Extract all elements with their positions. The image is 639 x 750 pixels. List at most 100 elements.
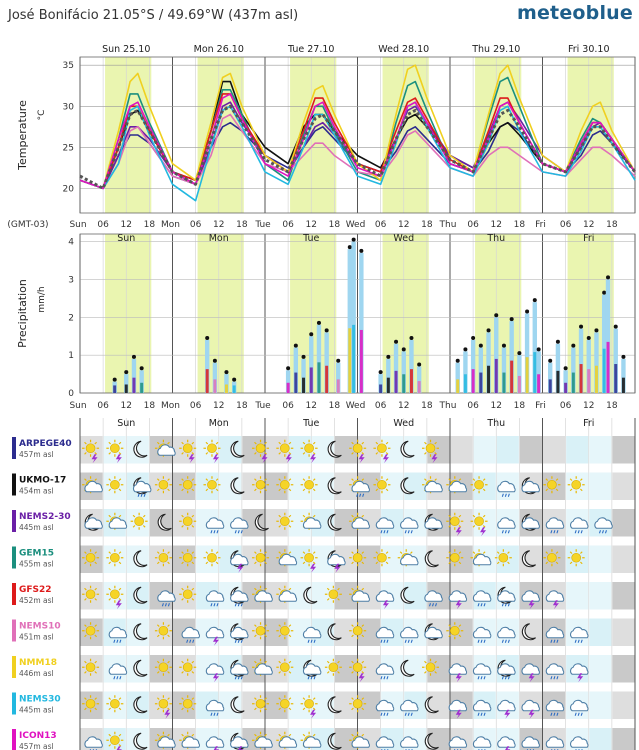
icon-cell-bg	[126, 728, 149, 750]
cloud-rain-icon	[472, 590, 492, 607]
precip-max-dot	[571, 343, 576, 348]
daylight-band	[197, 57, 244, 213]
cloud-sun-icon	[154, 439, 176, 457]
precip-bar-model	[471, 369, 475, 393]
cloud-rain-icon	[181, 626, 200, 643]
precip-bar	[586, 340, 591, 393]
cloud-storm-icon	[545, 590, 565, 610]
moon-icon	[133, 732, 148, 750]
icon-cell-bg	[566, 436, 589, 464]
icon-cell-bg	[612, 728, 635, 750]
icon-cell-bg	[543, 436, 566, 464]
cloud-rain-icon	[497, 517, 516, 534]
icon-cell-bg	[242, 618, 265, 646]
temp-series-line	[79, 104, 637, 190]
sun-icon	[470, 476, 488, 494]
icon-cell-bg	[288, 545, 311, 573]
precip-bar-model	[348, 328, 352, 393]
sun-icon	[179, 658, 197, 676]
cloud-sun-icon	[422, 476, 443, 494]
model-name: UKMO-17	[19, 476, 66, 486]
precip-bar	[212, 362, 218, 393]
x-tick-hour: 12	[121, 220, 132, 230]
icon-cell-bg	[265, 472, 288, 500]
precip-bar	[324, 332, 329, 393]
precip-axis-title: Precipitation	[16, 279, 29, 348]
icon-cell-bg	[242, 655, 265, 683]
icon-cell-bg	[126, 655, 149, 683]
x-tick-hour: 18	[606, 220, 618, 230]
precip-bar-model	[494, 358, 498, 393]
icon-cell-bg	[219, 436, 242, 464]
precip-bar-model	[402, 374, 406, 393]
brand-logo[interactable]: meteoblue	[516, 2, 633, 24]
icon-cell-bg	[288, 618, 311, 646]
sun-icon	[252, 549, 270, 567]
x-tick-hour: 18	[421, 220, 433, 230]
model-color-swatch	[12, 510, 16, 532]
precip-bar-model	[379, 384, 383, 393]
model-name: NEMS30	[19, 695, 61, 705]
icon-cell-bg	[265, 509, 288, 537]
cloud-sun-icon	[300, 731, 322, 749]
icon-cell-bg	[589, 618, 612, 646]
x-tick-day: Sun	[69, 401, 86, 411]
sun-icon	[300, 476, 318, 494]
cloud-sun-icon	[106, 512, 128, 530]
model-color-swatch	[12, 729, 16, 750]
cloud-sun-icon	[470, 549, 492, 567]
sun-storm-icon	[349, 658, 367, 683]
cloud-rain-icon	[375, 663, 395, 680]
cloud-sun-icon	[446, 476, 468, 494]
precip-bar-model	[594, 365, 598, 393]
precip-axis-unit: mm/h	[37, 286, 47, 312]
model-altitude: 451m asl	[19, 633, 54, 642]
cloud-moon-icon	[521, 513, 540, 531]
sun-icon	[154, 622, 172, 640]
precip-max-dot	[594, 328, 599, 333]
sun-icon	[252, 622, 270, 640]
x-tick-day: Tue	[254, 401, 271, 411]
icon-cell-bg	[288, 436, 311, 464]
x-tick-hour: 12	[121, 401, 132, 411]
icon-cell-bg	[311, 436, 334, 464]
cloud-rain-icon	[375, 517, 395, 534]
precip-bar	[386, 358, 391, 393]
sun-icon	[203, 549, 221, 567]
x-tick-hour: 12	[583, 401, 594, 411]
day-label-top: Wed 28.10	[378, 44, 429, 55]
precip-bar	[501, 347, 507, 393]
precip-max-dot	[525, 309, 530, 314]
model-icon-row	[84, 512, 613, 537]
sun-icon	[203, 476, 221, 494]
icon-cell-bg	[612, 618, 635, 646]
precip-max-dot	[212, 358, 217, 363]
precip-max-dot	[112, 377, 117, 382]
sun-icon	[543, 549, 561, 567]
sun-storm-icon	[106, 585, 124, 610]
precip-bar-model	[579, 364, 583, 393]
icon-cell-bg	[589, 472, 612, 500]
model-icon-row	[82, 658, 589, 683]
icon-cell-bg	[612, 582, 635, 610]
precip-max-dot	[401, 347, 406, 352]
icon-cell-bg	[265, 582, 288, 610]
precip-bar	[509, 321, 514, 393]
model-color-swatch	[12, 546, 16, 569]
precip-max-dot	[548, 358, 553, 363]
precip-bar-model	[205, 369, 209, 393]
x-tick-hour: 18	[514, 401, 526, 411]
x-tick-hour: 18	[421, 401, 433, 411]
sun-storm-icon	[470, 512, 488, 537]
precip-bar	[351, 241, 356, 393]
icon-cell-bg	[589, 728, 612, 750]
moon-storm-icon	[230, 550, 249, 573]
sun-icon	[106, 549, 124, 567]
precip-max-dot	[417, 362, 422, 367]
precip-bar	[131, 358, 137, 393]
model-name: GFS22	[19, 585, 52, 595]
moon-icon	[400, 477, 415, 495]
cloud-moon-icon	[84, 513, 103, 531]
moon-rain-icon	[497, 586, 516, 607]
cloud-sun-icon	[349, 731, 370, 749]
